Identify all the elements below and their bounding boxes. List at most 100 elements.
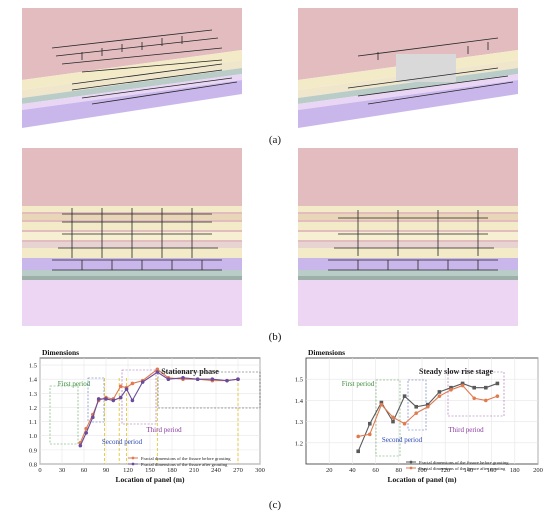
data-point [84,431,88,435]
x-tick-label: 40 [349,467,356,474]
data-point [414,411,418,415]
legend-label: Fractal dimensions of the fissure before… [419,460,509,465]
data-point [495,394,500,398]
y-tick-label: 1.5 [295,377,303,384]
legend-label: Fractal dimensions of the fissure after … [419,466,506,471]
x-tick-label: 80 [396,467,403,474]
chart-title: Dimensions [308,348,345,357]
y-tick-label: 0.8 [29,462,37,469]
legend-marker [409,460,413,464]
chart-title: Dimensions [42,348,79,357]
x-tick-label: 140 [464,467,474,474]
chart-right: 1.2 1.3 1.4 1.5 20 40 60 80 100 120 140 160 180 200 Di… [280,344,546,494]
x-tick-label: 210 [189,467,199,474]
y-tick-label: 1.5 [29,363,37,370]
legend-marker [131,456,135,460]
data-point [356,449,360,454]
data-point [379,402,384,407]
data-point [140,380,145,384]
x-tick-label: 150 [145,467,155,474]
data-point [118,395,123,400]
y-tick-label: 1.4 [29,377,38,384]
x-tick-label: 20 [326,467,333,474]
annotation-label: Second period [102,438,143,446]
x-axis-label: Location of panel (m) [388,475,457,484]
x-tick-label: 180 [167,467,177,474]
annotation-label: First period [342,380,375,388]
data-point [225,378,229,383]
y-tick-label: 1.4 [295,398,304,405]
chart-right-svg: 1.2 1.3 1.4 1.5 20 40 60 80 100 120 140 160 180 200 Di… [295,348,543,484]
data-point [484,385,488,390]
caption-a: (a) [268,134,282,146]
data-point [402,394,407,398]
data-point [426,402,430,407]
model-image-a-left [22,8,242,128]
caption-b: (b) [268,331,282,343]
data-point [460,383,465,388]
legend-label: Fractal dimensions of the fissure before… [141,456,231,461]
data-point [391,419,395,424]
data-point [130,398,135,403]
legend-marker [131,462,135,466]
x-axis-label: Location of panel (m) [116,475,185,484]
y-tick-label: 1.2 [29,405,37,412]
x-tick-label: 120 [440,467,450,474]
data-point [166,377,171,381]
data-point [379,400,384,405]
data-point [472,385,476,390]
x-tick-label: 240 [211,467,221,474]
data-point [414,404,418,409]
data-point [104,397,108,401]
data-point [78,443,83,448]
data-point [181,375,185,380]
x-tick-label: 30 [59,467,66,474]
data-point [495,381,500,386]
annotation-label: Second period [382,436,423,444]
data-point [210,377,215,381]
x-tick-label: 120 [123,467,133,474]
data-point [91,415,95,420]
caption-c: (c) [268,499,282,511]
legend-marker [409,466,413,470]
data-point [195,377,200,381]
data-point [356,434,360,439]
data-point [391,415,395,420]
data-point [368,421,372,426]
data-point [402,421,407,426]
data-point [118,384,123,389]
y-tick-label: 1.3 [29,391,37,398]
annotation-label: First period [58,380,91,388]
period-box [447,371,505,417]
period-box [87,377,105,423]
chart-left-svg: 0.8 0.9 1.0 1.1 1.2 1.3 1.4 1.5 0 30 60 90 120 150 180… [29,348,265,484]
annotation-label: Steady slow rise stage [419,367,493,376]
data-point [155,370,160,374]
data-point [437,394,442,398]
x-tick-label: 270 [233,467,243,474]
data-point [472,396,476,401]
data-point [484,398,488,403]
period-box [49,385,79,445]
period-box [157,371,261,409]
x-tick-label: 0 [38,467,41,474]
data-point [111,398,116,403]
chart-left: 0.8 0.9 1.0 1.1 1.2 1.3 1.4 1.5 0 30 60 90 120 150 180… [4,344,270,494]
data-point [124,387,129,391]
x-tick-label: 160 [487,467,497,474]
legend-label: Fractal dimensions of the fissure after … [141,462,228,467]
y-tick-label: 1.0 [29,433,37,440]
data-point [96,397,101,401]
model-image-b-right [298,148,518,326]
data-point [368,432,372,437]
y-tick-label: 0.9 [29,447,37,454]
x-tick-label: 200 [533,467,543,474]
data-point [437,390,442,394]
y-tick-label: 1.3 [295,419,303,426]
model-image-a-right [298,8,518,128]
data-point [130,381,135,386]
data-point [449,388,453,392]
x-tick-label: 300 [255,467,265,474]
data-point [155,367,160,372]
annotation-label: Third period [146,426,182,434]
